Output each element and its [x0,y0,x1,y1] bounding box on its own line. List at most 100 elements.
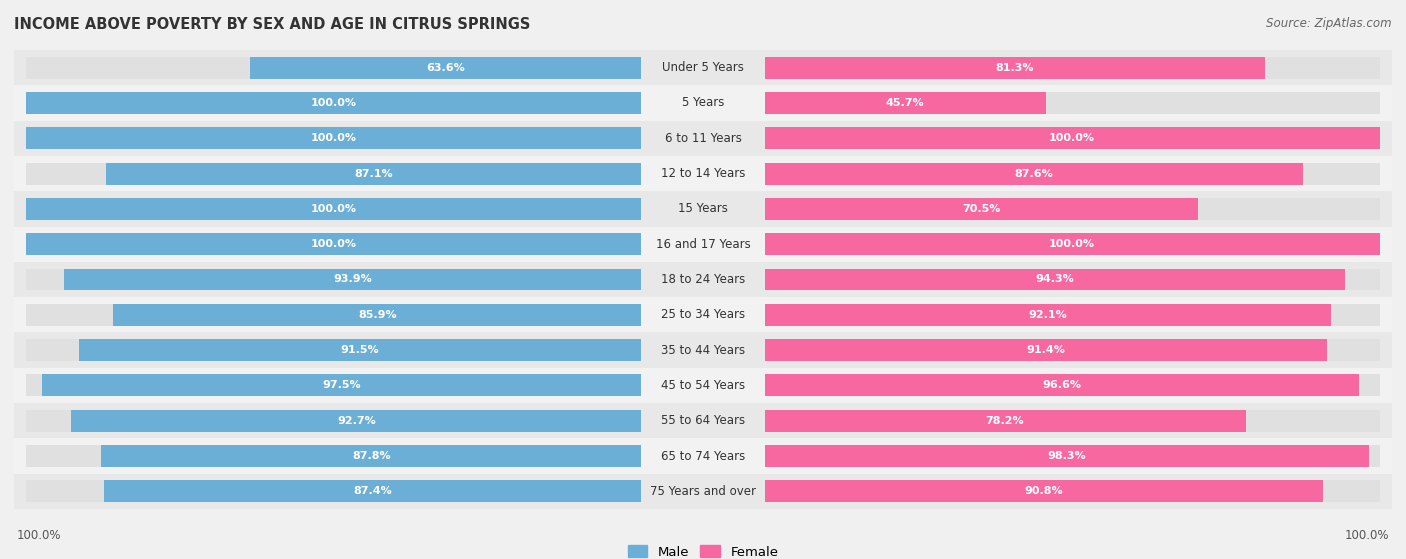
Bar [765,127,1379,149]
Text: 81.3%: 81.3% [995,63,1033,73]
Text: 87.4%: 87.4% [353,486,392,496]
Text: 93.9%: 93.9% [333,274,373,285]
Text: 91.4%: 91.4% [1026,345,1066,355]
Bar [14,156,1392,191]
Bar [765,410,1246,432]
Bar [27,56,641,79]
Text: 55 to 64 Years: 55 to 64 Years [661,414,745,427]
Text: 97.5%: 97.5% [322,381,361,390]
Bar [765,163,1303,184]
Bar [27,163,641,184]
Bar [27,198,641,220]
Text: 12 to 14 Years: 12 to 14 Years [661,167,745,180]
Bar [27,339,641,361]
Text: 85.9%: 85.9% [359,310,396,320]
Bar [765,198,1198,220]
Text: 78.2%: 78.2% [986,416,1025,426]
Text: 65 to 74 Years: 65 to 74 Years [661,449,745,462]
Text: 45 to 54 Years: 45 to 54 Years [661,379,745,392]
Bar [27,410,641,432]
Text: 70.5%: 70.5% [962,204,1001,214]
Bar [765,410,1379,432]
Bar [112,304,641,326]
Bar [765,268,1344,291]
Legend: Male, Female: Male, Female [623,540,783,559]
Text: Under 5 Years: Under 5 Years [662,61,744,74]
Bar [765,304,1379,326]
Bar [72,410,641,432]
Bar [79,339,641,361]
Bar [14,50,1392,86]
Bar [42,375,641,396]
Text: 98.3%: 98.3% [1047,451,1087,461]
Text: 87.6%: 87.6% [1015,169,1053,178]
Bar [765,480,1379,503]
Bar [14,297,1392,333]
Text: 6 to 11 Years: 6 to 11 Years [665,132,741,145]
Bar [27,198,641,220]
Bar [765,92,1046,114]
Bar [27,480,641,503]
Bar [27,233,641,255]
Text: 45.7%: 45.7% [886,98,924,108]
Bar [14,368,1392,403]
Bar [27,268,641,291]
Bar [14,403,1392,438]
Bar [14,473,1392,509]
Text: 92.7%: 92.7% [337,416,375,426]
Text: Source: ZipAtlas.com: Source: ZipAtlas.com [1267,17,1392,30]
Text: 16 and 17 Years: 16 and 17 Years [655,238,751,250]
Bar [765,56,1264,79]
Text: 5 Years: 5 Years [682,97,724,110]
Bar [765,163,1379,184]
Bar [250,56,641,79]
Text: 96.6%: 96.6% [1042,381,1081,390]
Bar [765,375,1358,396]
Bar [27,375,641,396]
Bar [104,480,641,503]
Text: 100.0%: 100.0% [311,98,357,108]
Bar [27,127,641,149]
Text: 92.1%: 92.1% [1028,310,1067,320]
Bar [27,233,641,255]
Bar [14,121,1392,156]
Bar [765,339,1379,361]
Bar [765,198,1379,220]
Bar [14,226,1392,262]
Bar [14,191,1392,226]
Bar [27,127,641,149]
Bar [105,163,641,184]
Text: 100.0%: 100.0% [17,529,62,542]
Bar [14,262,1392,297]
Bar [765,233,1379,255]
Text: 90.8%: 90.8% [1025,486,1063,496]
Text: 100.0%: 100.0% [311,133,357,143]
Bar [27,92,641,114]
Text: 15 Years: 15 Years [678,202,728,215]
Text: INCOME ABOVE POVERTY BY SEX AND AGE IN CITRUS SPRINGS: INCOME ABOVE POVERTY BY SEX AND AGE IN C… [14,17,530,32]
Bar [765,339,1327,361]
Bar [101,445,641,467]
Bar [14,86,1392,121]
Bar [14,438,1392,473]
Bar [765,375,1379,396]
Text: 87.8%: 87.8% [352,451,391,461]
Bar [765,445,1379,467]
Text: 25 to 34 Years: 25 to 34 Years [661,309,745,321]
Text: 35 to 44 Years: 35 to 44 Years [661,344,745,357]
Text: 100.0%: 100.0% [1049,239,1095,249]
Text: 63.6%: 63.6% [426,63,465,73]
Bar [765,268,1379,291]
Bar [765,92,1379,114]
Bar [14,333,1392,368]
Text: 100.0%: 100.0% [1344,529,1389,542]
Text: 100.0%: 100.0% [1049,133,1095,143]
Bar [765,445,1369,467]
Text: 91.5%: 91.5% [340,345,380,355]
Text: 100.0%: 100.0% [311,239,357,249]
Text: 100.0%: 100.0% [311,204,357,214]
Bar [27,445,641,467]
Bar [765,304,1331,326]
Bar [765,233,1379,255]
Bar [765,480,1323,503]
